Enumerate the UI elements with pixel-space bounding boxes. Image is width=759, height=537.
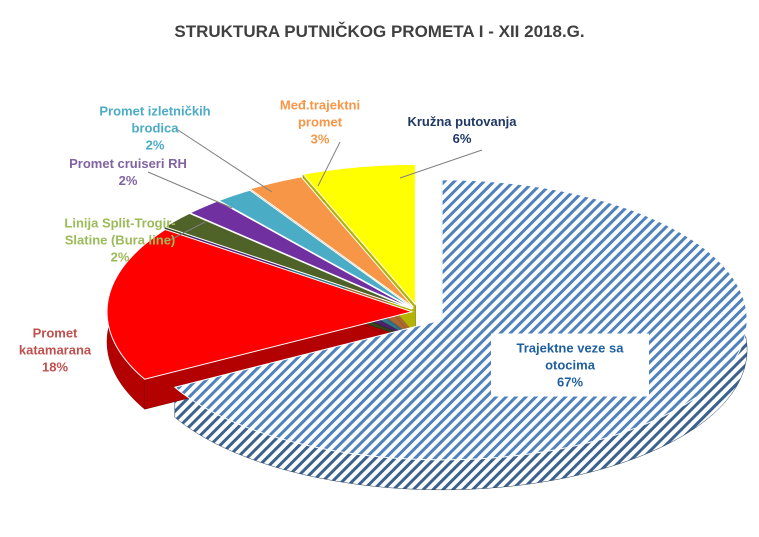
category-label: Promet katamarana bbox=[18, 325, 92, 358]
slice bbox=[248, 176, 414, 308]
leader-line bbox=[317, 141, 341, 187]
category-label: Linija Split-Trogir-Slatine (Bura line) bbox=[64, 215, 176, 248]
category-label: Trajektne veze sa otocima bbox=[516, 340, 624, 373]
category-label: Kružna putovanja bbox=[407, 114, 517, 129]
value-label: 2% bbox=[118, 173, 138, 188]
slice bbox=[217, 189, 414, 309]
value-label: 2% bbox=[145, 137, 165, 153]
leader-line bbox=[147, 171, 233, 209]
value-label: 6% bbox=[452, 131, 472, 146]
leader-line bbox=[169, 221, 206, 241]
value-label: 3% bbox=[310, 131, 330, 147]
slice bbox=[302, 163, 416, 306]
data-label: Kružna putovanja 6% bbox=[387, 113, 537, 147]
data-label: Promet cruiseri RH 2% bbox=[48, 155, 208, 189]
data-label: Međ.trajektni promet 3% bbox=[265, 97, 375, 148]
data-label: Promet katamarana 18% bbox=[5, 325, 105, 376]
data-label: Promet izletničkih brodica 2% bbox=[90, 103, 220, 154]
chart-title: STRUKTURA PUTNIČKOG PROMETA I - XII 2018… bbox=[174, 22, 585, 41]
category-label: Promet cruiseri RH bbox=[69, 156, 187, 171]
slice bbox=[106, 228, 414, 380]
slice bbox=[163, 212, 413, 310]
value-label: 67% bbox=[556, 374, 584, 390]
data-label: Linija Split-Trogir-Slatine (Bura line) 2… bbox=[45, 215, 195, 266]
leader-line bbox=[399, 149, 483, 179]
data-label: Trajektne veze sa otocima 67% bbox=[491, 333, 649, 397]
category-label: Promet izletničkih brodica bbox=[99, 103, 211, 136]
leader-line bbox=[174, 127, 273, 193]
value-label: 2% bbox=[110, 249, 130, 265]
value-label: 18% bbox=[41, 359, 69, 375]
category-label: Međ.trajektni promet bbox=[279, 97, 361, 130]
